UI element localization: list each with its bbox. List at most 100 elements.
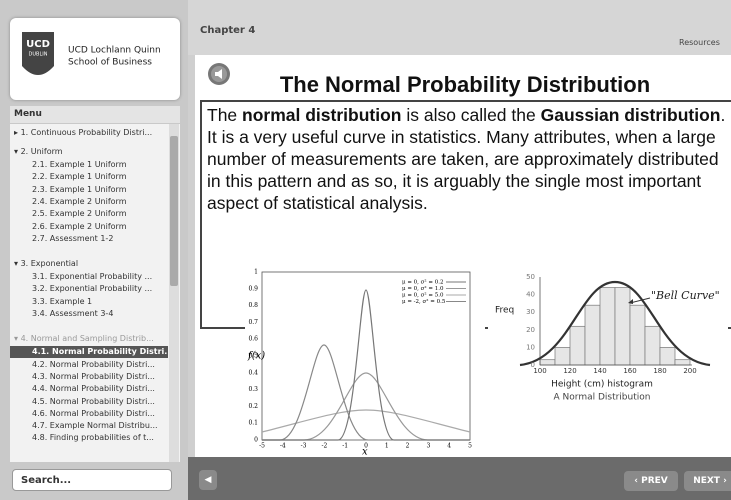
menu-item[interactable]: 2.2. Example 1 Uniform xyxy=(32,172,127,182)
curve xyxy=(261,409,471,433)
x-tick-label: 160 xyxy=(623,367,636,375)
expand-arrow: ▾ xyxy=(14,334,21,344)
y-tick-label: 0.8 xyxy=(248,302,258,309)
x-tick-label: 4 xyxy=(447,443,451,450)
caption: Height (cm) histogram xyxy=(551,380,653,390)
resources-link[interactable]: Resources xyxy=(679,38,720,47)
prev-arrow: ‹ xyxy=(634,476,642,486)
expand-arrow: ▾ xyxy=(14,259,21,269)
section-label: 3. Exponential xyxy=(20,259,79,269)
menu-section[interactable]: ▸ 1. Continuous Probability Distri... xyxy=(10,126,168,139)
slide-title: The Normal Probability Distribution xyxy=(279,72,651,97)
menu-item[interactable]: 4.4. Normal Probability Distri... xyxy=(32,384,155,394)
menu-item[interactable]: 4.2. Normal Probability Distri... xyxy=(32,359,155,369)
arrow-head xyxy=(628,299,633,304)
chapter-label: Chapter 4 xyxy=(200,25,256,36)
caption: A Normal Distribution xyxy=(554,393,651,403)
logo-line: UCD Lochlann Quinn xyxy=(68,46,161,56)
y-tick-label: 0.1 xyxy=(248,420,258,427)
y-tick-label: 40 xyxy=(526,291,535,299)
x-tick-label: -4 xyxy=(280,443,286,450)
scrollbar[interactable] xyxy=(169,124,179,462)
menu: ▸ 1. Continuous Probability Distri... ▾ 2… xyxy=(10,124,180,462)
menu-item[interactable]: 2.7. Assessment 1-2 xyxy=(32,233,114,243)
y-tick-label: 0.6 xyxy=(248,336,258,343)
x-axis-label: x xyxy=(362,447,368,457)
menu-item[interactable]: 3.1. Exponential Probability ... xyxy=(32,272,153,282)
x-tick-label: 0 xyxy=(364,443,368,450)
logo-line: School of Business xyxy=(68,58,152,68)
y-tick-label: 0.5 xyxy=(248,353,258,360)
text-run: . It is a very useful curve in statistic… xyxy=(207,105,726,213)
menu-item[interactable]: 3.4. Assessment 3-4 xyxy=(32,309,114,318)
x-tick-label: 1 xyxy=(385,443,389,450)
menu-item[interactable]: 4.5. Normal Probability Distri... xyxy=(32,396,155,406)
arrow xyxy=(629,297,651,304)
menu-item[interactable]: 2.6. Example 2 Uniform xyxy=(32,221,127,231)
menu-item[interactable]: 4.3. Normal Probability Distri... xyxy=(32,371,155,381)
menu-item[interactable]: 3.2. Exponential Probability ... xyxy=(32,284,153,294)
search-box[interactable]: Search... xyxy=(12,469,172,491)
x-tick-label: -3 xyxy=(301,443,307,450)
y-tick-label: 50 xyxy=(526,273,535,281)
y-tick-label: 0 xyxy=(254,437,258,444)
y-tick-label: 0.9 xyxy=(248,285,258,292)
x-tick-label: 140 xyxy=(593,367,606,375)
text-run: is also called the xyxy=(401,105,541,125)
menu-item[interactable]: 2.5. Example 2 Uniform xyxy=(32,209,127,219)
menu-item[interactable]: 4.8. Finding probabilities of t... xyxy=(32,433,154,443)
audio-toggle[interactable]: ◀ xyxy=(199,470,217,490)
menu-item[interactable]: 4.6. Normal Probability Distri... xyxy=(32,408,155,418)
prev-label: PREV xyxy=(641,476,668,486)
section-label: 2. Uniform xyxy=(20,147,63,156)
x-tick-label: 2 xyxy=(406,443,410,450)
y-tick-label: 10 xyxy=(526,343,535,351)
crest xyxy=(22,32,54,75)
menu-item[interactable]: 2.3. Example 1 Uniform xyxy=(32,184,127,194)
x-tick-label: 3 xyxy=(426,443,430,450)
x-tick-label: 100 xyxy=(533,367,546,375)
next-button[interactable]: NEXT › xyxy=(684,471,731,491)
y-tick-label: 0 xyxy=(531,361,535,369)
expand-arrow: ▸ xyxy=(14,128,21,137)
header xyxy=(188,0,731,55)
y-tick-label: 0.2 xyxy=(248,403,258,410)
y-axis-label: Freq xyxy=(495,306,514,316)
menu-title: Menu xyxy=(10,106,180,123)
x-tick-label: -1 xyxy=(342,443,348,450)
menu-item[interactable]: 2.1. Example 1 Uniform xyxy=(32,160,127,169)
legend-label: μ = 0, σ² = 5.0 xyxy=(402,292,444,299)
menu-section[interactable]: ▾ 2. Uniform xyxy=(10,145,168,158)
x-tick-label: 5 xyxy=(468,443,472,450)
logo-art: UCD DUBLIN UCD Lochlann Quinn School of … xyxy=(22,32,161,75)
badge-top: UCD xyxy=(26,39,50,50)
figure-left: -5 -4 -3 -2 -1 0 1 2 3 4 5 0 0.1 0.2 0.3 0.4 0.5 0.6 0.7 0.… xyxy=(245,262,485,456)
audio-icon[interactable] xyxy=(207,62,231,86)
expand-arrow: ▾ xyxy=(14,147,21,156)
scroll-thumb[interactable] xyxy=(170,136,178,286)
menu-item[interactable]: 3.3. Example 1 xyxy=(32,296,93,306)
y-tick-label: 20 xyxy=(526,326,535,334)
y-tick-label: 0.3 xyxy=(248,386,258,393)
menu-item[interactable]: 2.4. Example 2 Uniform xyxy=(32,196,127,206)
section-label: 1. Continuous Probability Distri... xyxy=(20,128,153,137)
x-tick-label: -2 xyxy=(321,443,327,450)
menu-section[interactable]: ▾ 4. Normal and Sampling Distrib... xyxy=(10,332,168,345)
x-tick-label: 180 xyxy=(653,367,666,375)
legend-label: μ = 0, σ² = 0.2 xyxy=(402,279,444,286)
menu-item[interactable]: 4.1. Normal Probability Distri... xyxy=(10,346,168,359)
logo: UCD DUBLIN UCD Lochlann Quinn School of … xyxy=(10,18,180,100)
curve xyxy=(262,289,470,441)
bold-text: normal distribution xyxy=(242,105,402,125)
x-tick-label: -5 xyxy=(259,443,265,450)
menu-section[interactable]: ▾ 3. Exponential xyxy=(10,257,168,270)
prev-button[interactable]: ‹ PREV xyxy=(624,471,678,491)
menu-item[interactable]: 4.7. Example Normal Distribu... xyxy=(32,421,158,431)
legend-label: μ = 0, σ² = 1.0 xyxy=(402,285,444,292)
figure-right: 100 120 140 160 180 200 0 10 20 30 40 50 Freq "Bell C… xyxy=(488,268,728,414)
bell-curve xyxy=(519,280,711,367)
annotation: "Bell Curve" xyxy=(651,289,720,302)
curve xyxy=(262,344,369,441)
badge-bottom: DUBLIN xyxy=(29,52,48,58)
